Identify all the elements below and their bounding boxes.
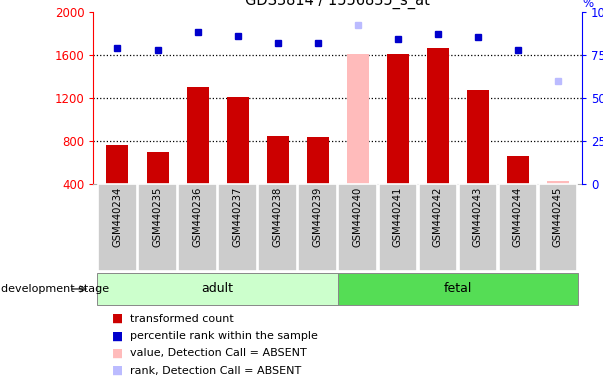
- Text: fetal: fetal: [444, 283, 472, 295]
- Bar: [418, 184, 457, 271]
- Bar: [259, 184, 297, 271]
- Bar: [467, 90, 489, 184]
- Bar: [379, 184, 417, 271]
- Bar: [459, 184, 497, 271]
- Text: ■: ■: [112, 329, 122, 343]
- Text: GSM440239: GSM440239: [313, 187, 323, 247]
- Bar: [147, 152, 168, 184]
- Bar: [98, 184, 137, 271]
- Bar: [347, 54, 368, 184]
- Bar: [138, 184, 177, 271]
- Text: percentile rank within the sample: percentile rank within the sample: [130, 331, 318, 341]
- Bar: [186, 87, 209, 184]
- Bar: [267, 136, 289, 184]
- Bar: [98, 273, 338, 305]
- Text: GSM440242: GSM440242: [433, 187, 443, 247]
- Text: GSM440234: GSM440234: [113, 187, 122, 247]
- Bar: [499, 184, 537, 271]
- Text: GSM440238: GSM440238: [273, 187, 283, 247]
- Bar: [107, 146, 128, 184]
- Text: value, Detection Call = ABSENT: value, Detection Call = ABSENT: [130, 348, 306, 358]
- Text: GSM440245: GSM440245: [553, 187, 563, 247]
- Bar: [387, 54, 409, 184]
- Text: ■: ■: [112, 347, 122, 360]
- Text: GSM440237: GSM440237: [233, 187, 242, 247]
- Text: %: %: [582, 0, 593, 10]
- Bar: [178, 184, 216, 271]
- Text: GSM440236: GSM440236: [192, 187, 203, 247]
- Bar: [538, 184, 577, 271]
- Bar: [307, 137, 329, 184]
- Text: transformed count: transformed count: [130, 314, 233, 324]
- Text: development stage: development stage: [1, 284, 109, 294]
- Bar: [547, 181, 569, 184]
- Text: ■: ■: [112, 312, 122, 325]
- Title: GDS3814 / 1556835_s_at: GDS3814 / 1556835_s_at: [245, 0, 430, 9]
- Text: GSM440241: GSM440241: [393, 187, 403, 247]
- Text: GSM440240: GSM440240: [353, 187, 362, 247]
- Bar: [227, 97, 248, 184]
- Text: GSM440243: GSM440243: [473, 187, 483, 247]
- Bar: [338, 184, 377, 271]
- Text: rank, Detection Call = ABSENT: rank, Detection Call = ABSENT: [130, 366, 301, 376]
- Bar: [338, 273, 578, 305]
- Text: GSM440235: GSM440235: [153, 187, 163, 247]
- Bar: [507, 156, 529, 184]
- Text: adult: adult: [201, 283, 233, 295]
- Bar: [218, 184, 257, 271]
- Bar: [298, 184, 337, 271]
- Text: GSM440244: GSM440244: [513, 187, 523, 247]
- Bar: [427, 48, 449, 184]
- Text: ■: ■: [112, 364, 122, 377]
